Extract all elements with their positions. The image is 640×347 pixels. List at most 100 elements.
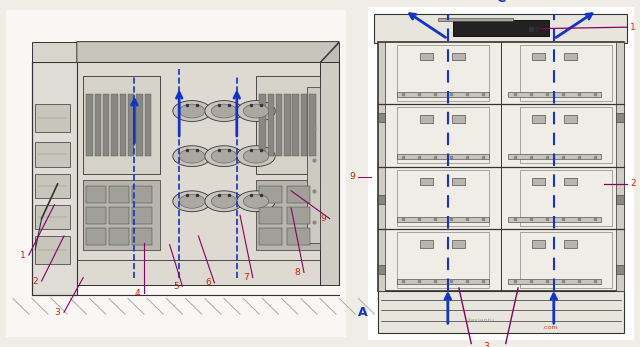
Circle shape bbox=[211, 104, 237, 118]
Bar bbox=[452, 20, 549, 36]
Bar bbox=[309, 94, 316, 156]
Bar bbox=[452, 53, 465, 60]
Circle shape bbox=[179, 104, 205, 118]
Bar bbox=[259, 228, 282, 245]
Bar bbox=[520, 107, 612, 163]
Bar bbox=[616, 265, 624, 274]
Text: A: A bbox=[358, 306, 368, 319]
Circle shape bbox=[237, 146, 275, 167]
Bar bbox=[397, 279, 489, 284]
Bar bbox=[420, 178, 433, 185]
Circle shape bbox=[211, 194, 237, 208]
Bar bbox=[287, 207, 310, 224]
Circle shape bbox=[243, 194, 269, 208]
Bar bbox=[378, 42, 624, 291]
Bar bbox=[35, 142, 70, 167]
Bar bbox=[452, 115, 465, 123]
Bar bbox=[420, 240, 433, 248]
Bar bbox=[301, 94, 307, 156]
Circle shape bbox=[237, 191, 275, 212]
Bar bbox=[276, 94, 282, 156]
Bar bbox=[109, 207, 129, 224]
Polygon shape bbox=[320, 62, 339, 285]
Bar bbox=[132, 207, 152, 224]
Bar bbox=[83, 76, 160, 174]
Polygon shape bbox=[32, 42, 77, 62]
Circle shape bbox=[237, 101, 275, 121]
Bar bbox=[564, 53, 577, 60]
Bar bbox=[287, 186, 310, 203]
Bar bbox=[397, 170, 489, 226]
Bar bbox=[397, 92, 489, 96]
Circle shape bbox=[173, 146, 211, 167]
Bar bbox=[83, 180, 160, 250]
Text: 8: 8 bbox=[295, 268, 300, 277]
Text: 3: 3 bbox=[55, 308, 60, 317]
Circle shape bbox=[173, 191, 211, 212]
Text: 1: 1 bbox=[630, 23, 636, 32]
Bar bbox=[532, 240, 545, 248]
Bar bbox=[35, 236, 70, 264]
Bar bbox=[564, 178, 577, 185]
Bar bbox=[420, 53, 433, 60]
Text: 1: 1 bbox=[20, 251, 25, 260]
Bar bbox=[397, 107, 489, 163]
Bar bbox=[132, 228, 152, 245]
Bar bbox=[86, 94, 93, 156]
Bar bbox=[111, 94, 118, 156]
Bar bbox=[378, 291, 624, 333]
Bar bbox=[256, 180, 320, 250]
Bar bbox=[452, 178, 465, 185]
Bar bbox=[509, 217, 601, 221]
Circle shape bbox=[243, 149, 269, 163]
Circle shape bbox=[205, 101, 243, 121]
Bar bbox=[292, 94, 299, 156]
Circle shape bbox=[179, 194, 205, 208]
Bar bbox=[420, 115, 433, 123]
Text: 4: 4 bbox=[135, 289, 140, 298]
Bar bbox=[268, 94, 274, 156]
Bar bbox=[109, 228, 129, 245]
Bar bbox=[378, 265, 385, 274]
Bar bbox=[35, 205, 70, 229]
Bar bbox=[520, 232, 612, 288]
Bar bbox=[86, 186, 106, 203]
Bar bbox=[284, 94, 291, 156]
Bar bbox=[368, 7, 634, 340]
Text: 2: 2 bbox=[33, 277, 38, 286]
Bar bbox=[374, 14, 627, 43]
Circle shape bbox=[173, 101, 211, 121]
Bar bbox=[509, 92, 601, 96]
Bar bbox=[397, 45, 489, 101]
Bar bbox=[532, 115, 545, 123]
Text: 6: 6 bbox=[205, 278, 211, 287]
Bar bbox=[103, 94, 109, 156]
Text: .com: .com bbox=[542, 325, 558, 330]
Bar bbox=[136, 94, 143, 156]
Bar bbox=[616, 195, 624, 204]
Text: 9: 9 bbox=[321, 214, 326, 223]
Bar bbox=[35, 174, 70, 198]
Polygon shape bbox=[32, 62, 77, 295]
Bar bbox=[378, 195, 385, 204]
Bar bbox=[532, 178, 545, 185]
Bar bbox=[520, 45, 612, 101]
Bar bbox=[95, 94, 101, 156]
Bar bbox=[259, 186, 282, 203]
Bar bbox=[259, 94, 266, 156]
Bar bbox=[509, 154, 601, 159]
Bar bbox=[287, 228, 310, 245]
Circle shape bbox=[179, 149, 205, 163]
Bar bbox=[35, 104, 70, 132]
Text: 9: 9 bbox=[349, 172, 355, 181]
Circle shape bbox=[205, 146, 243, 167]
Circle shape bbox=[243, 104, 269, 118]
Text: 2: 2 bbox=[630, 179, 636, 188]
Bar bbox=[532, 53, 545, 60]
Bar bbox=[616, 113, 624, 121]
Bar bbox=[259, 207, 282, 224]
Bar bbox=[397, 154, 489, 159]
Circle shape bbox=[205, 191, 243, 212]
Text: 3: 3 bbox=[483, 342, 489, 347]
Text: 7: 7 bbox=[244, 273, 249, 282]
